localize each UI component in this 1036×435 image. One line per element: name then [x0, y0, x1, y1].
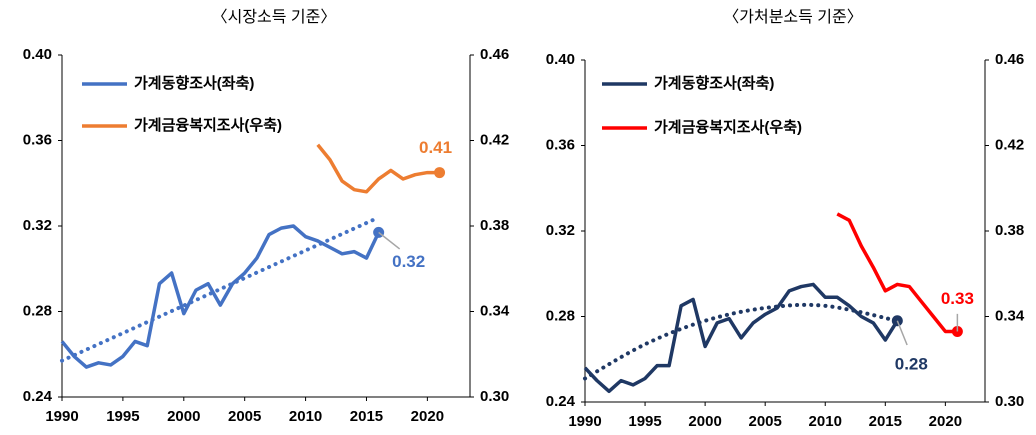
x-tick-label: 1995	[106, 408, 139, 425]
end-marker	[434, 167, 446, 179]
y2-tick-label: 0.42	[995, 136, 1024, 153]
y2-tick-label: 0.38	[480, 217, 509, 234]
x-tick-label: 1990	[568, 413, 601, 430]
series-line	[60, 224, 381, 369]
trend-line	[583, 302, 900, 381]
y2-tick-label: 0.34	[480, 302, 510, 319]
label-leader	[896, 320, 908, 346]
y-tick-label: 0.36	[23, 131, 52, 148]
y2-tick-label: 0.30	[995, 393, 1024, 410]
legend-label: 가계금융복지조사(우축)	[654, 119, 802, 136]
trend-line	[60, 215, 381, 363]
y-tick-label: 0.36	[546, 136, 575, 153]
series-line	[316, 143, 440, 194]
x-tick-label: 2000	[167, 408, 200, 425]
y-tick-label: 0.32	[546, 222, 575, 239]
y-tick-label: 0.24	[23, 388, 53, 405]
y2-tick-label: 0.46	[480, 46, 509, 63]
y2-tick-label: 0.42	[480, 131, 509, 148]
y-tick-label: 0.28	[546, 307, 575, 324]
legend-label: 가계금융복지조사(우축)	[134, 117, 282, 134]
x-tick-label: 2015	[350, 408, 383, 425]
x-tick-label: 1995	[628, 413, 661, 430]
y-tick-label: 0.32	[23, 217, 52, 234]
x-tick-label: 2020	[929, 413, 962, 430]
legend-label: 가계동향조사(좌축)	[654, 75, 774, 92]
data-label: 0.41	[419, 138, 452, 157]
chart-title: 〈가처분소득 기준〉	[723, 8, 863, 26]
x-tick-label: 2015	[869, 413, 902, 430]
x-tick-label: 2005	[228, 408, 261, 425]
y2-tick-label: 0.46	[995, 51, 1024, 68]
y-tick-label: 0.40	[546, 51, 575, 68]
x-tick-label: 2000	[688, 413, 721, 430]
y2-tick-label: 0.34	[995, 307, 1025, 324]
x-tick-label: 2005	[748, 413, 781, 430]
legend-label: 가계동향조사(좌축)	[134, 75, 254, 92]
data-label: 0.28	[895, 354, 928, 373]
x-tick-label: 1990	[45, 408, 78, 425]
label-leader	[378, 231, 401, 250]
y-tick-label: 0.40	[23, 46, 52, 63]
data-label: 0.33	[941, 289, 974, 308]
x-tick-label: 2020	[411, 408, 444, 425]
y2-tick-label: 0.30	[480, 388, 509, 405]
y-tick-label: 0.24	[546, 393, 576, 410]
series-line	[583, 282, 899, 394]
chart-title: 〈시장소득 기준〉	[212, 8, 337, 26]
series-line	[836, 212, 958, 334]
y-tick-label: 0.28	[23, 302, 52, 319]
x-tick-label: 2010	[809, 413, 842, 430]
y2-tick-label: 0.38	[995, 222, 1024, 239]
x-tick-label: 2010	[289, 408, 322, 425]
data-label: 0.32	[392, 252, 425, 271]
